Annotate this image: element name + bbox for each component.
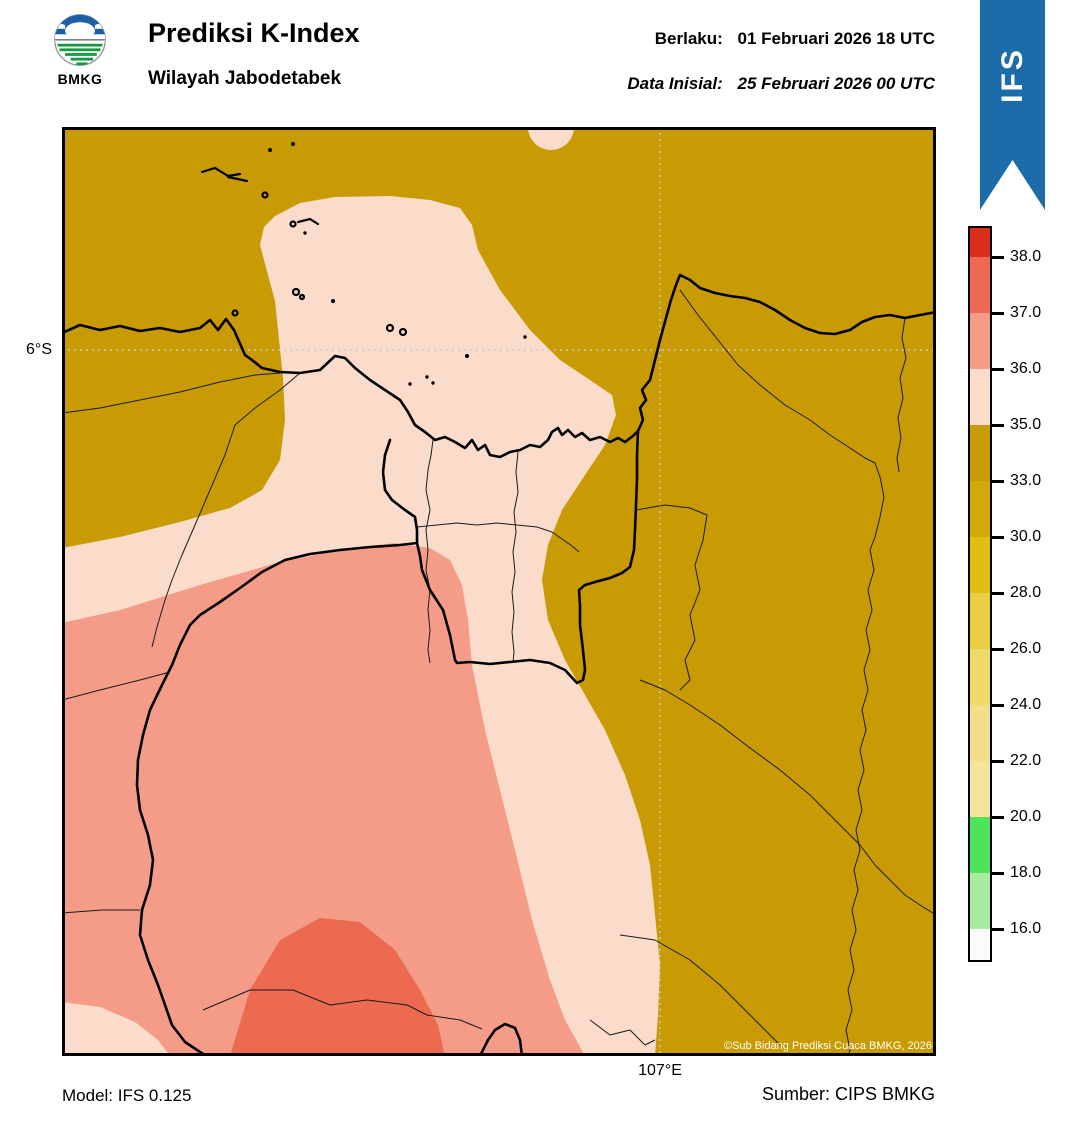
- island-dots: [268, 142, 527, 386]
- colorbar-tick-label: 35.0: [1010, 416, 1042, 433]
- colorbar-tick-label: 22.0: [1010, 752, 1042, 769]
- admin-boundaries-thick: [135, 429, 640, 1058]
- colorbar-segment: [970, 481, 990, 537]
- colorbar-tick-mark: [992, 312, 1004, 315]
- colorbar-tick-mark: [992, 256, 1004, 259]
- colorbar-segment: [970, 761, 990, 817]
- colorbar-tick-mark: [992, 816, 1004, 819]
- colorbar-tick-label: 20.0: [1010, 808, 1042, 825]
- colorbar-segment: [970, 817, 990, 873]
- coastline: [60, 273, 938, 459]
- colorbar-segment: [970, 425, 990, 481]
- region-37-38: [230, 918, 445, 1056]
- colorbar-segment: [970, 593, 990, 649]
- colorbar-segment: [970, 228, 990, 257]
- colorbar-segment: [970, 537, 990, 593]
- latitude-label: 6°S: [26, 341, 52, 358]
- colorbar-tick-mark: [992, 592, 1004, 595]
- colorbar-tick-mark: [992, 704, 1004, 707]
- initial-time-line: Data Inisial: 25 Februari 2026 00 UTC: [627, 74, 935, 94]
- valid-time-line: Berlaku: 01 Februari 2026 18 UTC: [655, 29, 935, 49]
- colorbar-tick-mark: [992, 536, 1004, 539]
- model-ribbon: [980, 0, 1045, 210]
- logo-hills: [57, 43, 103, 66]
- initial-time-value: 25 Februari 2026 00 UTC: [737, 74, 935, 93]
- colorbar-tick-mark: [992, 368, 1004, 371]
- model-ribbon-label: IFS: [995, 47, 1029, 103]
- model-caption: Model: IFS 0.125: [62, 1086, 192, 1105]
- colorbar-tick-mark: [992, 760, 1004, 763]
- logo-text: BMKG: [57, 71, 103, 87]
- map-panel: ©Sub Bidang Prediksi Cuaca BMKG, 2026: [60, 104, 938, 1058]
- colorbar-tick-mark: [992, 648, 1004, 651]
- colorbar-tick-label: 24.0: [1010, 696, 1042, 713]
- islands: [200, 166, 408, 337]
- map-border: [62, 127, 936, 1056]
- colorbar-tick-label: 37.0: [1010, 304, 1042, 321]
- colorbar-tick-label: 36.0: [1010, 360, 1042, 377]
- longitude-label: 107°E: [638, 1062, 682, 1079]
- page-subtitle: Wilayah Jabodetabek: [148, 68, 342, 89]
- valid-time-label: Berlaku:: [654, 29, 723, 48]
- map-copyright: ©Sub Bidang Prediksi Cuaca BMKG, 2026: [723, 1040, 932, 1052]
- colorbar-tick-label: 33.0: [1010, 472, 1042, 489]
- colorbar-tick-label: 16.0: [1010, 920, 1042, 937]
- admin-boundaries-thin: [61, 289, 937, 1057]
- valid-time-value: 01 Februari 2026 18 UTC: [737, 29, 935, 48]
- colorbar: 38.0 37.0 36.0 35.0 33.0 30.0 28.0 26.0 24.0 22.0…: [968, 226, 1072, 962]
- colorbar-scale: [968, 226, 992, 962]
- colorbar-segment: [970, 369, 990, 425]
- colorbar-tick-mark: [992, 480, 1004, 483]
- bmkg-logo-icon: [54, 14, 106, 66]
- colorbar-segment: [970, 873, 990, 929]
- colorbar-tick-mark: [992, 928, 1004, 931]
- k-index-map: [60, 104, 938, 1058]
- colorbar-tick-label: 38.0: [1010, 248, 1042, 265]
- graticule: [62, 127, 936, 1056]
- colorbar-tick-label: 26.0: [1010, 640, 1042, 657]
- region-36-37: [62, 543, 585, 1056]
- colorbar-tick-label: 30.0: [1010, 528, 1042, 545]
- colorbar-segment: [970, 929, 990, 960]
- source-caption: Sumber: CIPS BMKG: [761, 1084, 935, 1104]
- colorbar-segment: [970, 649, 990, 705]
- colorbar-segment: [970, 313, 990, 369]
- colorbar-tick-label: 18.0: [1010, 864, 1042, 881]
- colorbar-segment: [970, 705, 990, 761]
- colorbar-tick-mark: [992, 872, 1004, 875]
- colorbar-segment: [970, 257, 990, 313]
- colorbar-tick-label: 28.0: [1010, 584, 1042, 601]
- initial-time-label: Data Inisial:: [627, 74, 723, 93]
- colorbar-tick-mark: [992, 424, 1004, 427]
- bmkg-logo: BMKG: [50, 12, 110, 87]
- page-title: Prediksi K-Index: [148, 18, 360, 48]
